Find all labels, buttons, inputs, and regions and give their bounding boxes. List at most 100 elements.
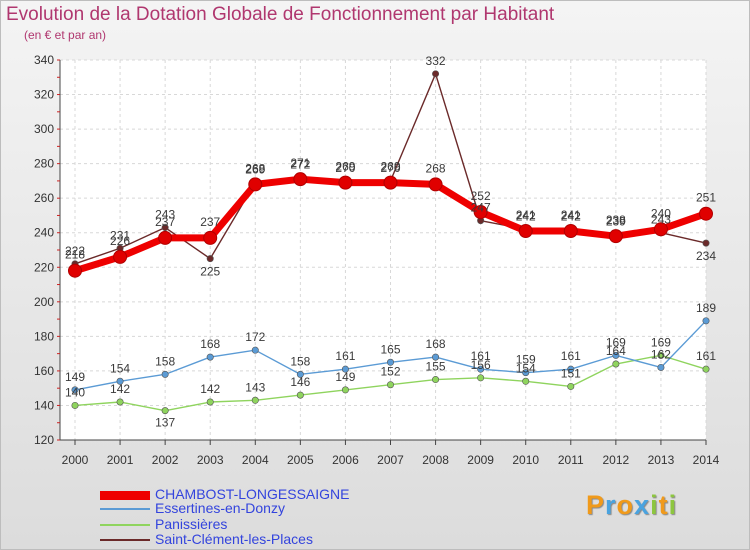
data-point: [522, 369, 530, 377]
data-point: [612, 360, 620, 368]
data-label: 137: [155, 416, 175, 430]
legend-label: CHAMBOST-LONGESSAIGNE: [155, 486, 350, 502]
data-label: 156: [471, 358, 491, 372]
logo-letter: r: [605, 490, 617, 520]
data-label: 158: [290, 354, 310, 368]
data-label: 243: [155, 208, 175, 222]
legend-swatch: [100, 508, 150, 510]
data-label: 140: [65, 385, 85, 399]
data-label: 159: [516, 353, 536, 367]
data-point: [563, 224, 578, 238]
y-tick-label: 180: [34, 329, 54, 343]
proxiti-logo: Proxiti: [586, 490, 677, 521]
data-label: 152: [380, 365, 400, 379]
chart-subtitle: (en € et par an): [24, 28, 107, 42]
y-tick-label: 160: [34, 364, 54, 378]
data-label: 142: [200, 382, 220, 396]
legend-label: Essertines-en-Donzy: [155, 500, 285, 516]
data-point: [522, 377, 530, 385]
y-tick-label: 240: [34, 226, 54, 240]
data-label: 155: [426, 360, 446, 374]
data-point: [518, 224, 533, 238]
data-label: 143: [245, 380, 265, 394]
data-label: 222: [65, 244, 85, 258]
data-point: [473, 205, 488, 219]
data-label: 237: [200, 215, 220, 229]
data-point: [432, 70, 440, 78]
x-tick-label: 2003: [197, 453, 224, 467]
data-point: [161, 224, 169, 232]
data-point: [206, 255, 214, 263]
data-point: [653, 222, 668, 237]
data-point: [203, 230, 218, 245]
logo-letter: i: [668, 490, 678, 520]
data-label: 271: [290, 156, 310, 170]
data-point: [68, 263, 82, 278]
logo-letter: x: [634, 490, 651, 520]
data-label: 149: [335, 370, 355, 384]
y-tick-label: 140: [34, 398, 54, 412]
data-label: 161: [696, 349, 716, 363]
chart-title: Evolution de la Dotation Globale de Fonc…: [6, 4, 555, 25]
data-label: 269: [380, 160, 400, 174]
x-tick-label: 2002: [152, 453, 179, 467]
data-point: [702, 317, 710, 325]
data-label: 168: [200, 337, 220, 351]
data-point: [477, 365, 485, 373]
y-tick-label: 320: [34, 88, 54, 102]
y-tick-label: 220: [34, 260, 54, 274]
data-point: [71, 401, 79, 409]
data-point: [206, 353, 214, 361]
data-point: [612, 351, 620, 359]
x-tick-label: 2001: [107, 453, 134, 467]
data-label: 161: [335, 349, 355, 363]
data-point: [432, 353, 440, 361]
data-point: [251, 346, 259, 354]
data-label: 332: [426, 54, 446, 68]
data-label: 251: [696, 191, 716, 205]
data-label: 154: [516, 361, 536, 375]
data-point: [567, 382, 575, 390]
data-label: 241: [561, 208, 581, 222]
legend-swatch: [100, 539, 150, 541]
data-label: 269: [335, 160, 355, 174]
x-tick-label: 2011: [558, 453, 584, 467]
y-tick-label: 300: [34, 122, 54, 136]
data-label: 242: [516, 209, 536, 223]
data-label: 252: [471, 189, 491, 203]
data-point: [383, 175, 398, 190]
x-tick-label: 2008: [422, 453, 449, 467]
data-label: 225: [200, 265, 220, 279]
x-tick-label: 2010: [512, 453, 539, 467]
data-point: [657, 351, 665, 359]
data-label: 169: [651, 335, 671, 349]
data-point: [161, 407, 169, 415]
data-point: [338, 175, 353, 190]
data-point: [432, 376, 440, 384]
data-point: [296, 370, 304, 378]
data-label: 161: [561, 349, 581, 363]
data-label: 164: [606, 344, 626, 358]
data-label: 239: [606, 214, 626, 228]
data-point: [657, 363, 665, 371]
data-label: 189: [696, 301, 716, 315]
data-label: 268: [426, 161, 446, 175]
plot-area: [60, 60, 706, 440]
y-tick-label: 200: [34, 295, 54, 309]
data-point: [608, 229, 623, 244]
data-label: 241: [516, 208, 536, 222]
data-label: 162: [651, 347, 671, 361]
x-tick-label: 2006: [332, 453, 359, 467]
data-point: [477, 374, 485, 382]
data-point: [699, 206, 713, 221]
data-point: [248, 177, 263, 192]
data-point: [296, 391, 304, 399]
data-label: 151: [561, 366, 581, 380]
data-label: 234: [696, 249, 716, 263]
data-point: [251, 396, 259, 404]
data-label: 165: [380, 342, 400, 356]
data-label: 154: [110, 361, 130, 375]
data-point: [161, 370, 169, 378]
legend-label: Saint-Clément-les-Places: [155, 531, 313, 547]
